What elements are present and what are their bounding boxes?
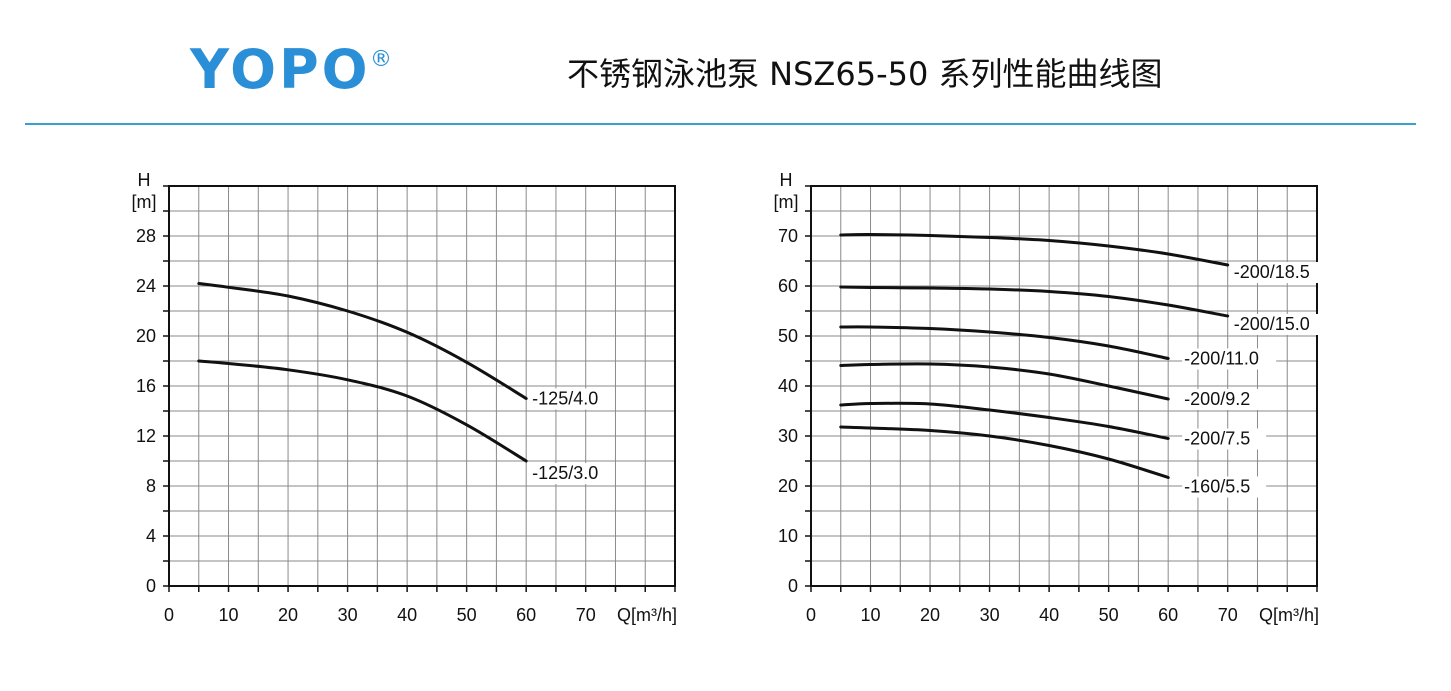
y-tick-label: 70 (778, 226, 798, 246)
x-tick-label: 40 (1039, 605, 1059, 625)
series-label: -125/3.0 (532, 463, 598, 483)
series-line (839, 401, 1170, 440)
x-tick-label: 10 (861, 605, 881, 625)
y-tick-label: 0 (146, 576, 156, 596)
y-axis-label: H (780, 170, 793, 190)
series-label-bg (1182, 428, 1267, 450)
series-label-bg (1182, 348, 1277, 370)
page-title: 不锈钢泳池泵 NSZ65-50 系列性能曲线图 (567, 55, 1163, 93)
x-tick-label: 30 (338, 605, 358, 625)
series-label: -200/15.0 (1234, 314, 1310, 334)
x-tick-label: 50 (457, 605, 477, 625)
series-line (839, 232, 1230, 267)
x-tick-label: 20 (278, 605, 298, 625)
brand-logo: YOPO ® (190, 38, 392, 101)
chart-right: 0 10 20 30 40 50 60 70 0 10 20 30 40 50 60 70 H[m] Q[m³/h… (774, 170, 1326, 625)
header-divider (25, 123, 1416, 125)
y-tick-label: 60 (778, 276, 798, 296)
series-label: -160/5.5 (1184, 477, 1250, 497)
registered-mark: ® (370, 47, 392, 72)
y-tick-label: 20 (778, 476, 798, 496)
series-label: -200/18.5 (1234, 262, 1310, 282)
series-line (197, 282, 528, 400)
y-tick-label: 40 (778, 376, 798, 396)
series-label: -200/7.5 (1184, 429, 1250, 449)
x-tick-label: 70 (1218, 605, 1238, 625)
x-tick-label: 50 (1099, 605, 1119, 625)
y-tick-label: 12 (136, 426, 156, 446)
y-axis-unit: [m] (774, 192, 799, 212)
y-tick-label: 8 (146, 476, 156, 496)
x-tick-label: 40 (397, 605, 417, 625)
x-tick-label: 0 (806, 605, 816, 625)
x-axis-label: Q[m³/h] (1259, 605, 1319, 625)
series-label: -200/9.2 (1184, 389, 1250, 409)
y-tick-label: 10 (778, 526, 798, 546)
series-line (839, 362, 1170, 401)
series-label: -125/4.0 (532, 389, 598, 409)
series-line (197, 359, 528, 463)
series-label-bg (1182, 389, 1267, 410)
y-tick-label: 4 (146, 526, 156, 546)
x-tick-label: 0 (164, 605, 174, 625)
grid (811, 186, 1317, 586)
y-axis-label: H (138, 170, 151, 190)
x-tick-label: 10 (219, 605, 239, 625)
y-tick-label: 0 (788, 576, 798, 596)
series-label-bg (1231, 262, 1326, 283)
y-tick-label: 16 (136, 376, 156, 396)
y-tick-label: 24 (136, 276, 156, 296)
series-label: -200/11.0 (1184, 349, 1259, 369)
series-label-bg (1182, 476, 1267, 498)
x-tick-label: 30 (980, 605, 1000, 625)
series-line (839, 285, 1230, 318)
y-tick-label: 28 (136, 226, 156, 246)
x-tick-label: 20 (920, 605, 940, 625)
y-tick-label: 30 (778, 426, 798, 446)
series-label-bg (530, 463, 615, 484)
y-axis-unit: [m] (132, 192, 157, 212)
series-line (839, 425, 1170, 479)
x-tick-label: 60 (1158, 605, 1178, 625)
series-label-bg (530, 388, 615, 410)
x-axis-label: Q[m³/h] (617, 605, 677, 625)
logo-text: YOPO (190, 38, 371, 101)
chart-left: 0 10 20 30 40 50 60 70 0 4 8 12 16 20 24 28 H[m] Q[m³/h] -… (132, 170, 678, 625)
x-tick-label: 70 (576, 605, 596, 625)
series-label-bg (1231, 314, 1326, 335)
y-tick-label: 20 (136, 326, 156, 346)
grid (169, 186, 675, 586)
series-line (839, 325, 1170, 360)
y-tick-label: 50 (778, 326, 798, 346)
x-tick-label: 60 (516, 605, 536, 625)
